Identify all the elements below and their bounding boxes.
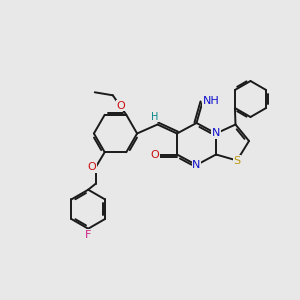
Text: N: N [212, 128, 220, 139]
Text: O: O [151, 149, 160, 160]
Text: F: F [85, 230, 92, 240]
Text: O: O [88, 162, 97, 172]
Text: O: O [116, 101, 125, 111]
Text: NH: NH [202, 96, 219, 106]
Text: N: N [192, 160, 201, 170]
Text: S: S [233, 155, 241, 166]
Text: H: H [151, 112, 158, 122]
